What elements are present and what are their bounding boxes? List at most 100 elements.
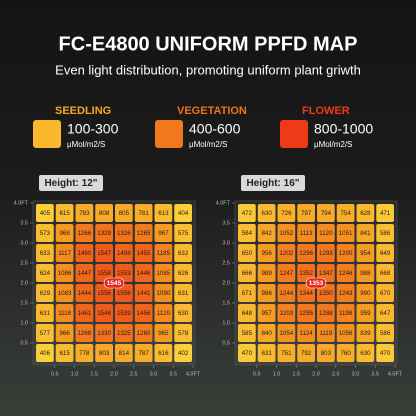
heat-cell <box>277 264 296 282</box>
center-badge <box>305 277 327 289</box>
y-tick-label: 2.5 <box>222 260 230 266</box>
cell-value: 1446 <box>137 270 151 277</box>
y-tick-label: 3.0 <box>222 240 230 246</box>
cell-value: 1120 <box>319 230 333 237</box>
center-value: 1353 <box>309 280 324 287</box>
heat-cell <box>317 344 335 362</box>
cell-value: 633 <box>40 250 51 257</box>
heat-cell <box>115 204 133 222</box>
heat-cell <box>238 324 256 342</box>
heat-cell <box>297 304 315 322</box>
cell-value: 630 <box>178 310 189 317</box>
cell-value: 630 <box>261 210 272 217</box>
cell-value: 1293 <box>319 250 333 257</box>
cell-value: 1330 <box>97 330 111 337</box>
y-tick-label: 4.0FT <box>14 200 29 206</box>
x-tick-label: 0.5 <box>253 371 261 377</box>
heat-cell <box>356 344 375 362</box>
cell-value: 841 <box>360 230 371 237</box>
heat-cell <box>277 204 296 222</box>
heat-cell <box>95 244 113 262</box>
cell-value: 1556 <box>117 290 131 297</box>
heat-cell <box>36 224 54 242</box>
heat-cell <box>238 344 256 362</box>
x-tick-label: 1.0 <box>71 371 79 377</box>
heat-cell <box>75 344 94 362</box>
legend-stage: VEGETATION <box>177 105 247 117</box>
legend-range: 100-300 <box>67 121 119 137</box>
cell-value: 1051 <box>339 230 353 237</box>
heat-cell <box>55 324 74 342</box>
cell-value: 650 <box>242 250 253 257</box>
heat-cell <box>257 204 276 222</box>
x-tick-label: 2.5 <box>130 371 138 377</box>
heat-cell <box>317 224 335 242</box>
cell-value: 1296 <box>299 250 313 257</box>
heat-cell <box>154 244 173 262</box>
cell-value: 1347 <box>319 270 333 277</box>
heat-cell <box>95 304 113 322</box>
cell-value: 965 <box>158 330 169 337</box>
heat-cell <box>75 244 94 262</box>
cell-value: 1052 <box>279 230 293 237</box>
heat-cell <box>36 344 54 362</box>
cell-value: 586 <box>380 330 391 337</box>
heat-cell <box>154 344 173 362</box>
heat-cell <box>134 284 153 302</box>
cell-value: 573 <box>40 230 51 237</box>
legend-unit: μMol/m2/S <box>189 140 227 149</box>
height-label: Height: 12" <box>44 178 97 189</box>
cell-value: 959 <box>360 310 371 317</box>
heat-cell <box>115 244 133 262</box>
cell-value: 615 <box>59 210 70 217</box>
cell-value: 1539 <box>117 310 131 317</box>
heat-cell <box>115 304 133 322</box>
cell-value: 470 <box>380 350 391 357</box>
cell-value: 631 <box>40 310 51 317</box>
legend-swatch <box>33 120 61 148</box>
y-tick-label: 4.0FT <box>216 200 231 206</box>
heat-cell <box>154 304 173 322</box>
y-tick-label: 1.5 <box>222 300 230 306</box>
cell-value: 1118 <box>58 310 71 317</box>
heat-cell <box>174 224 192 242</box>
heat-cell <box>115 344 133 362</box>
heat-cell <box>238 204 256 222</box>
legend-unit: μMol/m2/S <box>314 140 352 149</box>
heat-cell <box>257 324 276 342</box>
heat-cell <box>238 224 256 242</box>
x-tick-label: 1.0 <box>273 371 281 377</box>
heat-cell <box>238 304 256 322</box>
cell-value: 1461 <box>77 310 91 317</box>
heat-cell <box>356 284 375 302</box>
heat-cell <box>317 264 335 282</box>
heat-cell <box>75 284 94 302</box>
heat-cell <box>277 244 296 262</box>
cell-value: 630 <box>360 350 371 357</box>
cell-value: 1086 <box>58 270 72 277</box>
heat-cell <box>297 344 315 362</box>
heat-cell <box>115 324 133 342</box>
heat-cell <box>55 224 74 242</box>
cell-value: 615 <box>59 350 70 357</box>
heat-cell <box>336 284 355 302</box>
legend-stage: SEEDLING <box>55 105 111 117</box>
cell-value: 805 <box>119 210 130 217</box>
heat-cell <box>55 244 74 262</box>
heat-cell <box>154 224 173 242</box>
cell-value: 1268 <box>77 330 91 337</box>
heat-cell <box>174 284 192 302</box>
cell-value: 472 <box>242 210 253 217</box>
cell-value: 631 <box>178 290 189 297</box>
x-tick-label: 3.0 <box>352 371 360 377</box>
y-tick-label: 1.5 <box>20 300 28 306</box>
cell-value: 778 <box>79 350 90 357</box>
height-badge <box>39 175 103 191</box>
cell-value: 404 <box>178 210 189 217</box>
heat-cell <box>154 264 173 282</box>
cell-value: 1295 <box>299 310 313 317</box>
cell-value: 1244 <box>279 290 293 297</box>
heat-cell <box>174 204 192 222</box>
cell-value: 1056 <box>339 330 353 337</box>
